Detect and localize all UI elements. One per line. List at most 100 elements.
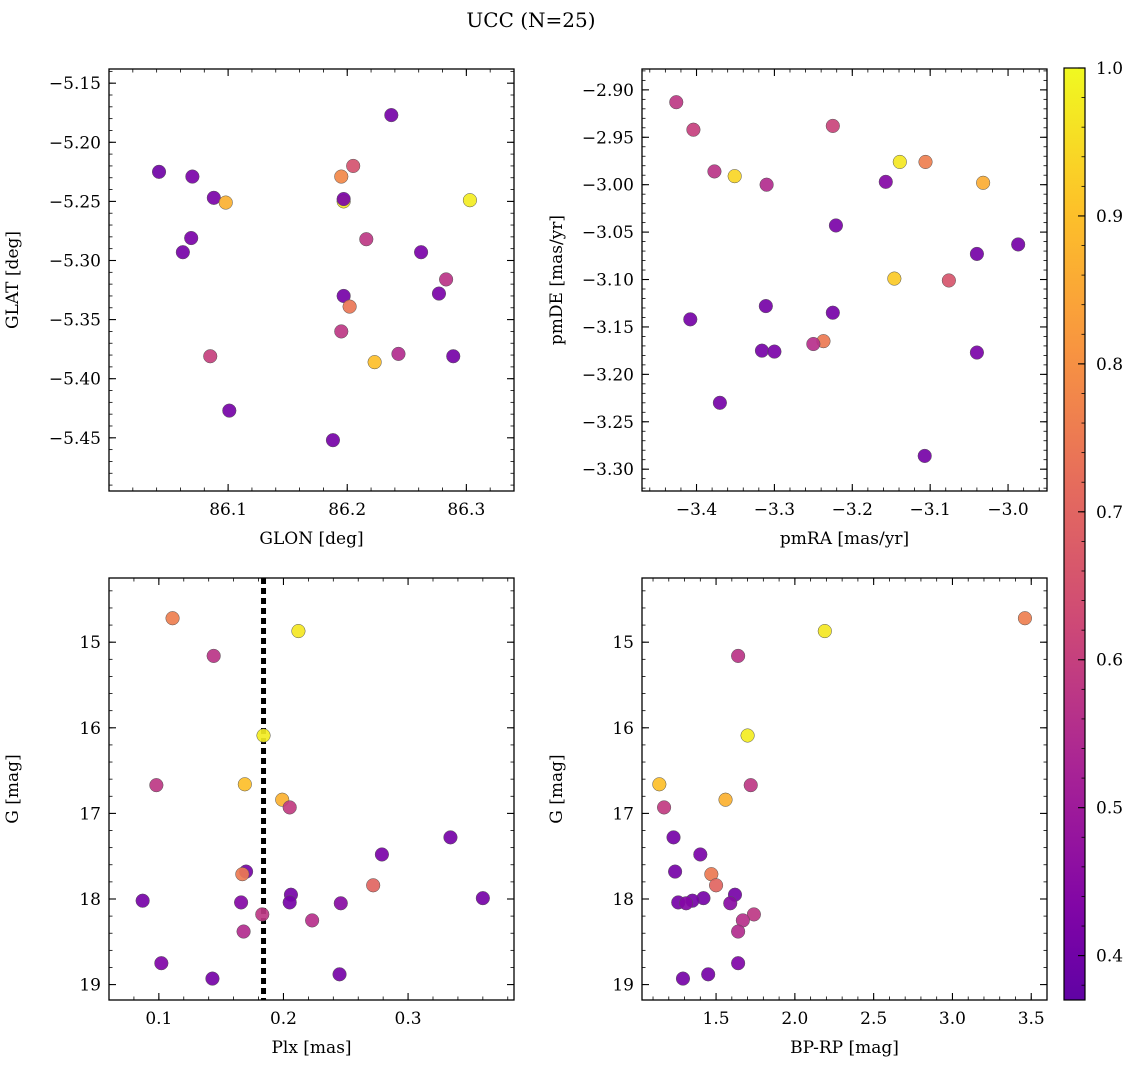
y-tick-label: −5.35	[49, 311, 101, 331]
scatter-point	[657, 800, 672, 815]
y-tick-label: 18	[79, 890, 101, 910]
x-tick-label: −3.0	[987, 500, 1028, 520]
scatter-point	[892, 154, 907, 169]
y-tick-label: 16	[79, 719, 101, 739]
x-tick-label: −3.4	[676, 500, 717, 520]
scatter-point	[384, 108, 399, 123]
scatter-point	[475, 891, 490, 906]
scatter-point	[683, 312, 698, 327]
scatter-points	[151, 108, 477, 448]
x-tick-label: 86.3	[447, 500, 485, 520]
scatter-point	[693, 847, 708, 862]
y-tick-label: 19	[79, 976, 101, 996]
scatter-point	[149, 778, 164, 793]
x-tick-label: 1.5	[703, 1009, 730, 1029]
scatter-point	[431, 286, 447, 301]
scatter-point	[462, 193, 477, 208]
scatter-point	[374, 847, 389, 862]
y-tick-label: 19	[612, 976, 634, 996]
minor-ticks	[108, 578, 514, 1000]
scatter-point	[336, 288, 351, 304]
scatter-point	[825, 118, 840, 133]
y-tick-label: −3.30	[582, 460, 634, 480]
scatter-point	[414, 245, 429, 260]
scatter-point	[709, 878, 724, 893]
y-tick-label: −5.40	[49, 370, 101, 390]
x-tick-label: 86.1	[209, 500, 247, 520]
scatter-point	[712, 395, 727, 410]
x-axis-label: GLON [deg]	[259, 529, 363, 549]
scatter-point	[806, 336, 821, 352]
scatter-point	[446, 349, 461, 364]
scatter-point	[206, 648, 221, 663]
colorbar-gradient	[1063, 67, 1086, 1001]
y-tick-label: −3.10	[582, 271, 634, 291]
minor-ticks	[642, 69, 1047, 491]
scatter-point	[151, 164, 167, 179]
colorbar-tick-label: 0.5	[1096, 799, 1123, 819]
x-tick-label: 3.0	[939, 1009, 966, 1029]
scatter-point	[439, 272, 454, 287]
scatter-point	[222, 403, 237, 418]
scatter-point	[1017, 611, 1032, 626]
y-tick-label: −3.00	[582, 176, 634, 196]
scatter-point	[333, 896, 348, 911]
x-tick-label: 86.2	[328, 500, 366, 520]
colorbar-tick-label: 0.6	[1096, 651, 1123, 671]
scatter-point	[917, 448, 932, 463]
y-tick-label: 16	[612, 719, 634, 739]
scatter-point	[969, 345, 984, 360]
figure-title: UCC (N=25)	[466, 8, 595, 32]
scatter-point	[443, 830, 458, 845]
scatter-point	[701, 967, 716, 982]
scatter-points	[669, 95, 1026, 463]
y-tick-label: −2.90	[582, 81, 634, 101]
y-tick-label: −3.15	[582, 318, 634, 338]
plot-frame	[108, 577, 515, 1001]
y-tick-label: −3.05	[582, 223, 634, 243]
scatter-point	[359, 232, 374, 247]
y-tick-label: 15	[612, 633, 634, 653]
y-tick-label: 17	[612, 804, 634, 824]
panel-pmra-pmde: −3.4 −3.3 −3.2 −3.1 −3.0 −2.90 −2.95 −3.00 −3.05…	[547, 68, 1048, 549]
scatter-point	[918, 154, 933, 169]
colorbar-tick-label: 0.9	[1096, 207, 1123, 227]
scatter-point	[305, 913, 320, 928]
y-tick-label: −5.45	[49, 429, 101, 449]
y-tick-label: −3.25	[582, 413, 634, 433]
y-tick-label: −2.95	[582, 128, 634, 148]
scatter-point	[185, 169, 200, 184]
scatter-point	[727, 169, 742, 184]
x-tick-label: 0.3	[395, 1009, 422, 1029]
x-tick-label: −3.2	[832, 500, 873, 520]
colorbar-tick-label: 0.4	[1096, 947, 1123, 967]
scatter-point	[731, 924, 746, 939]
scatter-point	[237, 777, 252, 792]
scatter-point	[746, 907, 761, 922]
scatter-point	[767, 344, 782, 359]
x-axis-label: pmRA [mas/yr]	[780, 529, 909, 549]
scatter-point	[255, 907, 270, 922]
y-axis-label: GLAT [deg]	[3, 231, 23, 329]
scatter-point	[282, 800, 297, 815]
scatter-point	[325, 433, 340, 448]
y-tick-label: −5.15	[49, 74, 101, 94]
y-axis-label: pmDE [mas/yr]	[547, 215, 567, 345]
panel-plx-g: 0.1 0.2 0.3 15 16 17 18 19 Plx [mas] G [mag]	[3, 577, 515, 1058]
scatter-point	[234, 895, 249, 910]
scatter-point	[825, 305, 840, 320]
x-tick-label: −3.1	[910, 500, 951, 520]
scatter-point	[367, 355, 382, 370]
panel-glon-glat: 86.1 86.2 86.3 −5.15 −5.20 −5.25 −5.30 −5.35 −5.…	[3, 68, 515, 549]
panels: 86.1 86.2 86.3 −5.15 −5.20 −5.25 −5.30 −5.35 −5.…	[3, 68, 1048, 1058]
colorbar-tick-label: 0.7	[1096, 503, 1123, 523]
y-tick-label: 18	[612, 890, 634, 910]
scatter-point	[668, 864, 683, 879]
scatter-point	[256, 728, 271, 743]
scatter-point	[686, 122, 701, 137]
scatter-point	[969, 246, 984, 261]
scatter-point	[718, 792, 733, 807]
scatter-point	[976, 175, 991, 190]
colorbar-tick-label: 0.8	[1096, 355, 1123, 375]
